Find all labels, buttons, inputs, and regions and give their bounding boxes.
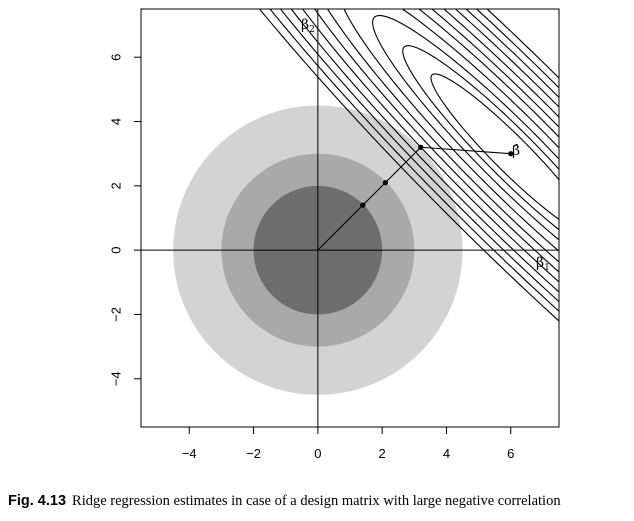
y-tick-label-3: 2 [108, 182, 123, 189]
x-tick-label-3: 2 [379, 446, 386, 461]
contour-line-1 [402, 45, 559, 231]
ridge-estimate-point-2 [418, 144, 424, 150]
figure-number: Fig. 4.13 [8, 493, 67, 509]
ridge-estimate-point-1 [382, 180, 388, 186]
beta2-axis-label: β2 [301, 17, 315, 35]
ols-estimate-point [508, 151, 514, 157]
plot-frame [140, 8, 560, 428]
y-tick-label-2: 0 [108, 247, 123, 254]
y-tick-label-1: −2 [108, 307, 123, 322]
beta1-axis-label: β1 [536, 255, 550, 273]
y-tick-label-0: −4 [108, 371, 123, 386]
x-tick-label-1: −2 [246, 446, 261, 461]
ridge-path [317, 144, 514, 251]
x-tick-label-0: −4 [182, 446, 197, 461]
x-tick-label-2: 0 [314, 446, 321, 461]
beta2-symbol: β [301, 17, 309, 33]
x-tick-label-4: 4 [443, 446, 450, 461]
x-tick-label-5: 6 [507, 446, 514, 461]
y-tick-label-5: 6 [108, 54, 123, 61]
figure-caption: Fig. 4.13 Ridge regression estimates in c… [8, 493, 632, 515]
coordinate-axes [141, 9, 559, 427]
beta1-subscript: 1 [544, 263, 550, 273]
beta2-subscript: 2 [309, 25, 315, 35]
y-tick-label-4: 4 [108, 118, 123, 125]
caption-text: Ridge regression estimates in case of a … [72, 493, 561, 509]
ridge-estimate-point-0 [360, 202, 366, 208]
beta1-symbol: β [536, 255, 544, 271]
axis-ticks: −4 −2 0 2 4 6 −4 −2 0 2 4 6 [108, 54, 514, 461]
contour-line-2 [372, 14, 559, 241]
rss-contours [258, 9, 559, 322]
beta-hat-label: β̂ [512, 143, 520, 159]
contour-line-0 [430, 73, 559, 221]
